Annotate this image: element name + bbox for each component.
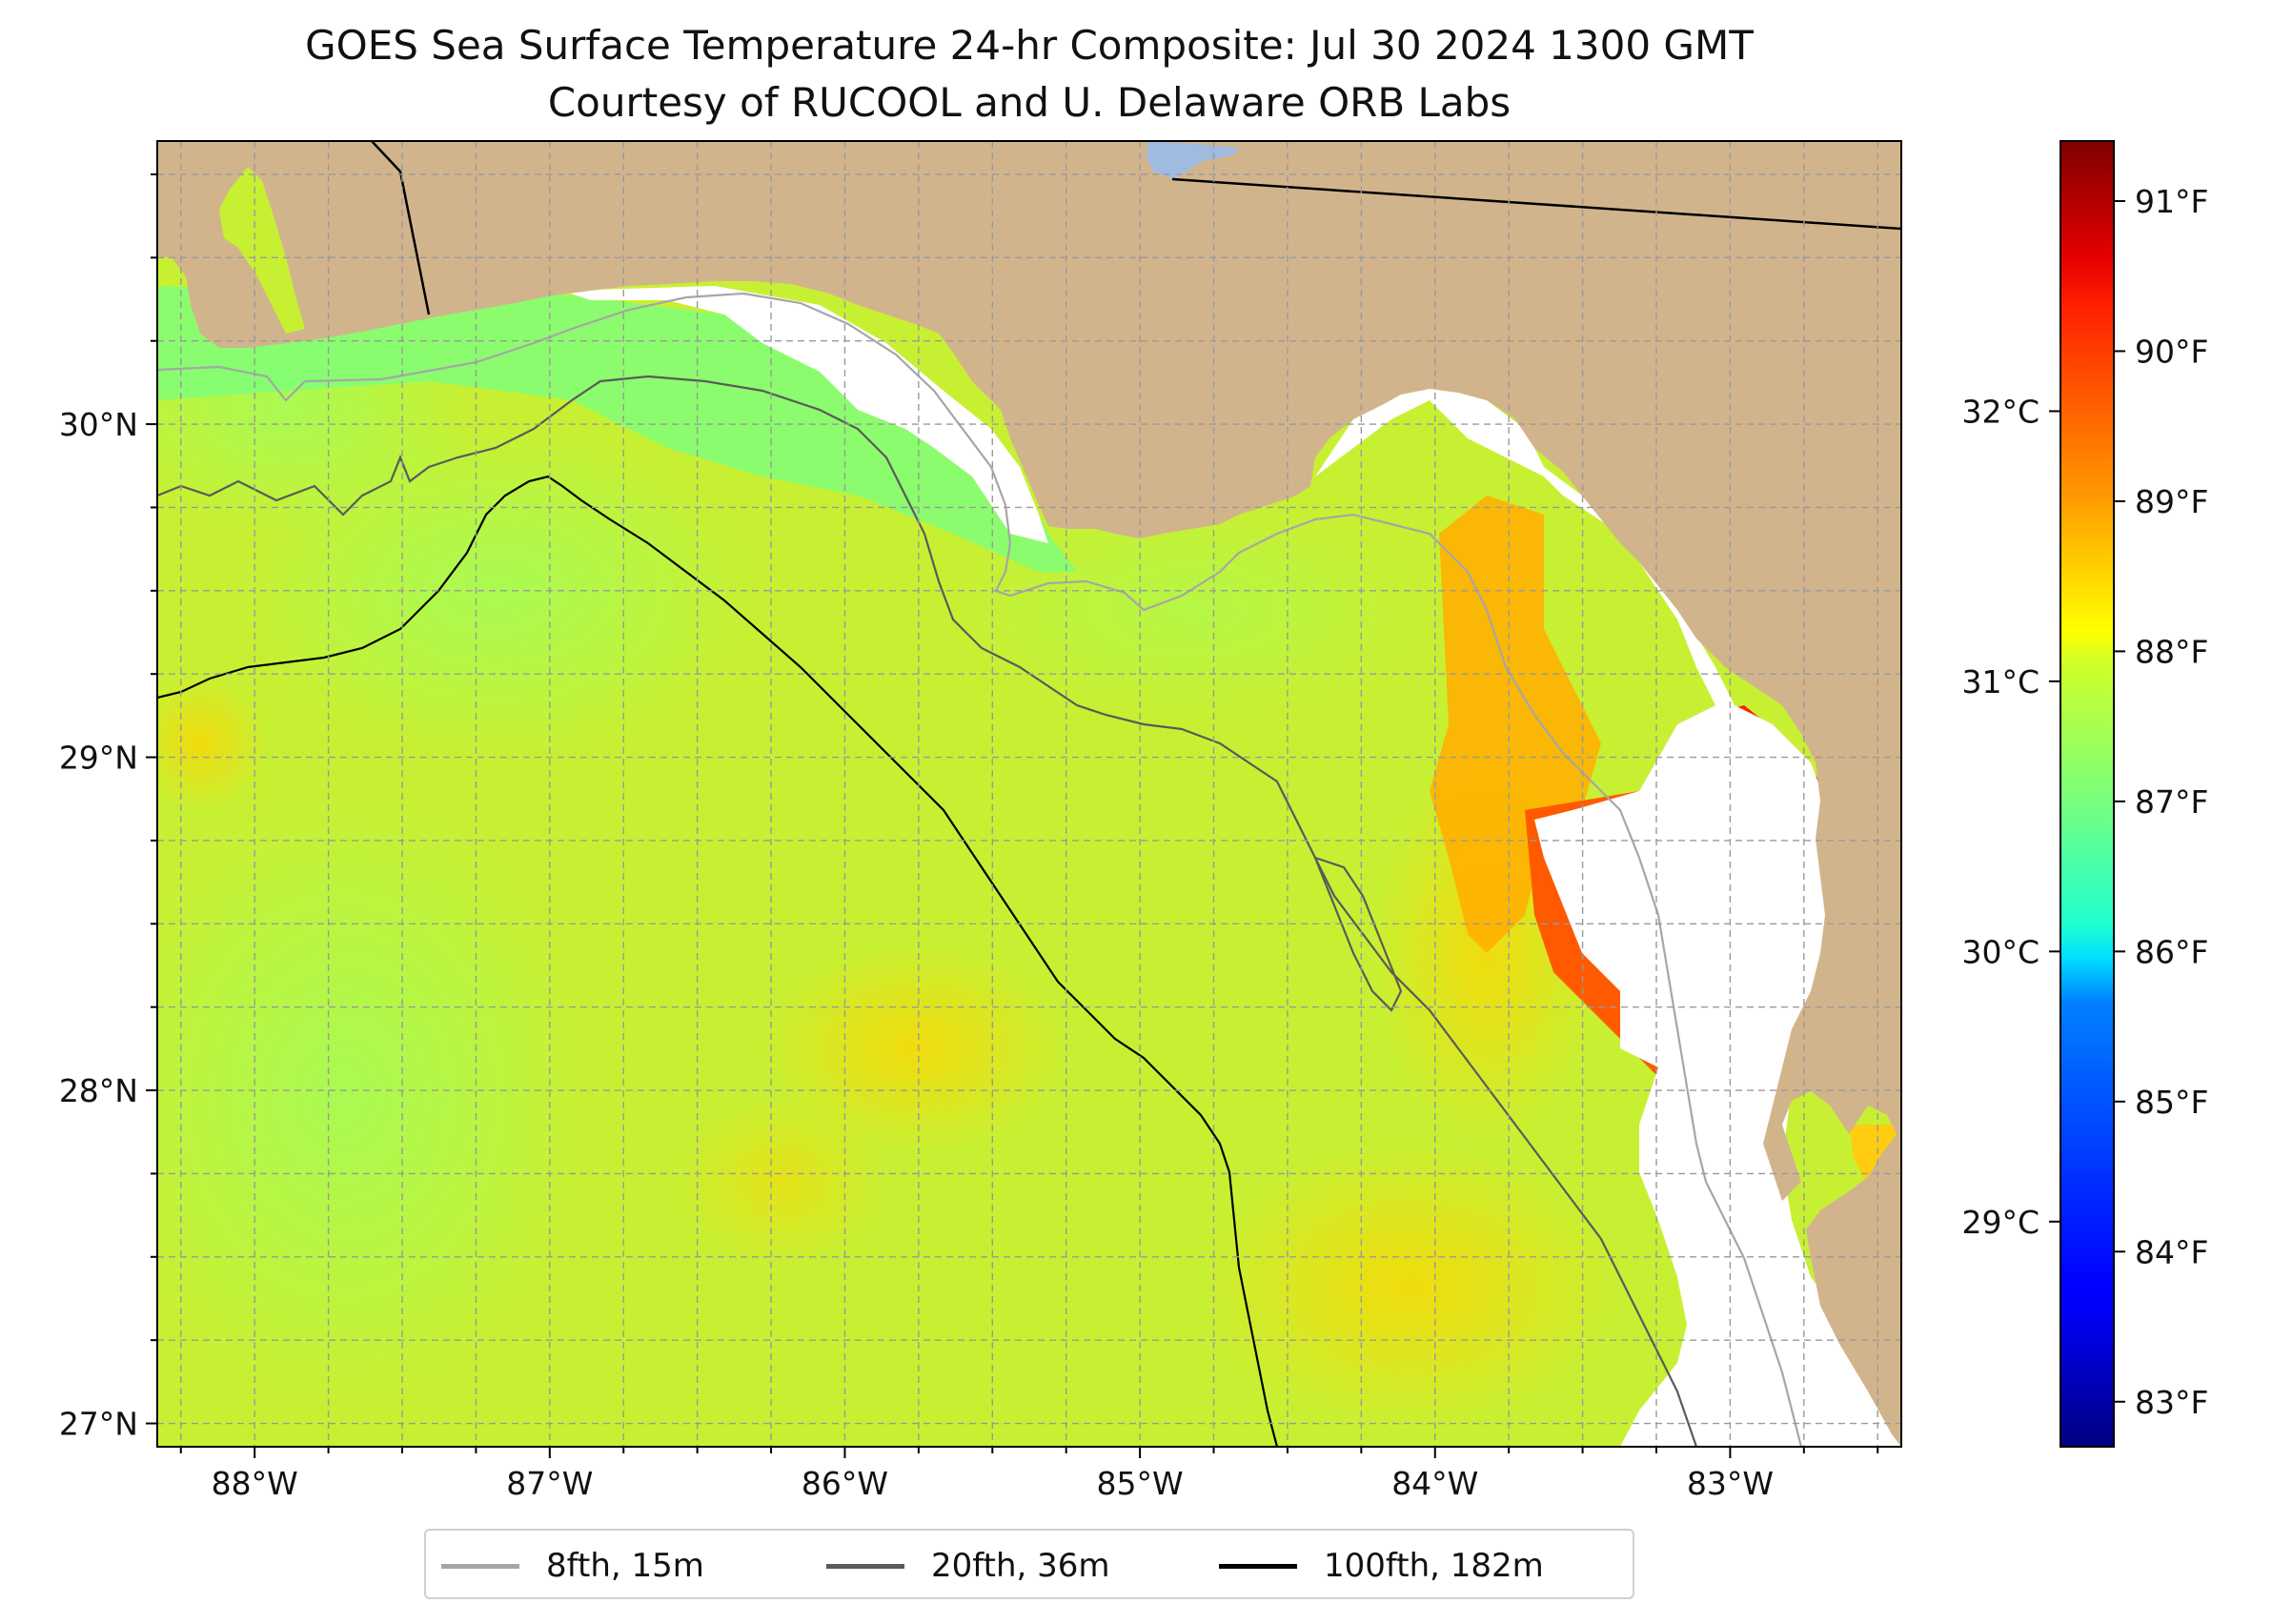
lat-axis: 30°N 29°N 28°N 27°N [59, 173, 157, 1443]
legend-label-100fth: 100fth, 182m [1324, 1547, 1544, 1585]
lat-tick-label: 27°N [59, 1406, 138, 1443]
legend-swatch-100fth [1219, 1563, 1297, 1569]
legend-label-8fth: 8fth, 15m [546, 1547, 704, 1585]
lat-tick-label: 29°N [59, 740, 138, 777]
lon-tick-label: 86°W [802, 1465, 888, 1502]
sst-nearshore-cool-band [157, 286, 1077, 572]
contour-8fth-15m [157, 292, 1803, 1447]
lon-tick-label: 88°W [212, 1465, 298, 1502]
legend-item-20fth: 20fth, 36m [826, 1531, 1110, 1601]
colorbar-celsius-ticks: 29°C 30°C 31°C 32°C [1961, 393, 2060, 1241]
colorbar-f-tick-label: 83°F [2135, 1384, 2208, 1421]
colorbar [2060, 141, 2114, 1447]
contour-20fth-36m [157, 375, 1698, 1447]
depth-contour-legend: 8fth, 15m 20fth, 36m 100fth, 182m [424, 1529, 1634, 1599]
mobile-bay [219, 167, 305, 334]
colorbar-f-tick-label: 88°F [2135, 633, 2208, 670]
sst-warm-coastal-strip [1430, 496, 1601, 953]
colorbar-c-tick-label: 32°C [1961, 393, 2039, 430]
colorbar-f-tick-label: 86°F [2135, 933, 2208, 970]
colorbar-f-tick-label: 87°F [2135, 783, 2208, 821]
lon-tick-label: 85°W [1097, 1465, 1184, 1502]
map-subtitle: Courtesy of RUCOOL and U. Delaware ORB L… [547, 79, 1512, 126]
legend-item-8fth: 8fth, 15m [441, 1531, 704, 1601]
lon-tick-label: 87°W [506, 1465, 593, 1502]
lat-tick-label: 28°N [59, 1072, 138, 1109]
legend-swatch-8fth [441, 1563, 519, 1569]
map-frame [156, 140, 1902, 1448]
colorbar-c-tick-label: 30°C [1961, 933, 2039, 970]
legend-label-20fth: 20fth, 36m [931, 1547, 1110, 1585]
lon-tick-label: 84°W [1391, 1465, 1478, 1502]
map-area [157, 141, 1901, 1447]
legend-item-100fth: 100fth, 182m [1219, 1531, 1544, 1601]
colorbar-f-tick-label: 84°F [2135, 1233, 2208, 1270]
gridlines [157, 141, 1901, 1447]
lon-tick-label: 83°W [1687, 1465, 1774, 1502]
colorbar-c-tick-label: 29°C [1961, 1204, 2039, 1241]
lake-shape [1146, 141, 1239, 179]
legend-swatch-20fth [826, 1563, 904, 1569]
state-border-al-fl [371, 141, 431, 315]
lon-axis: 88°W 87°W 86°W 85°W 84°W 83°W [179, 1447, 1879, 1502]
colorbar-f-tick-label: 91°F [2135, 183, 2208, 220]
state-border [1171, 177, 1901, 231]
contour-100fth-182m [157, 475, 1279, 1447]
land-mass [157, 141, 1901, 1447]
colorbar-fahrenheit-ticks: 83°F 84°F 85°F 86°F 87°F 88°F 89°F 90°F 91°F [2114, 183, 2208, 1421]
colorbar-f-tick-label: 89°F [2135, 483, 2208, 520]
colorbar-f-tick-label: 85°F [2135, 1084, 2208, 1121]
colorbar-frame [2060, 140, 2115, 1448]
map-title: GOES Sea Surface Temperature 24-hr Compo… [305, 22, 1754, 69]
colorbar-c-tick-label: 31°C [1961, 663, 2039, 700]
colorbar-f-tick-label: 90°F [2135, 333, 2208, 370]
lat-tick-label: 30°N [59, 406, 138, 443]
